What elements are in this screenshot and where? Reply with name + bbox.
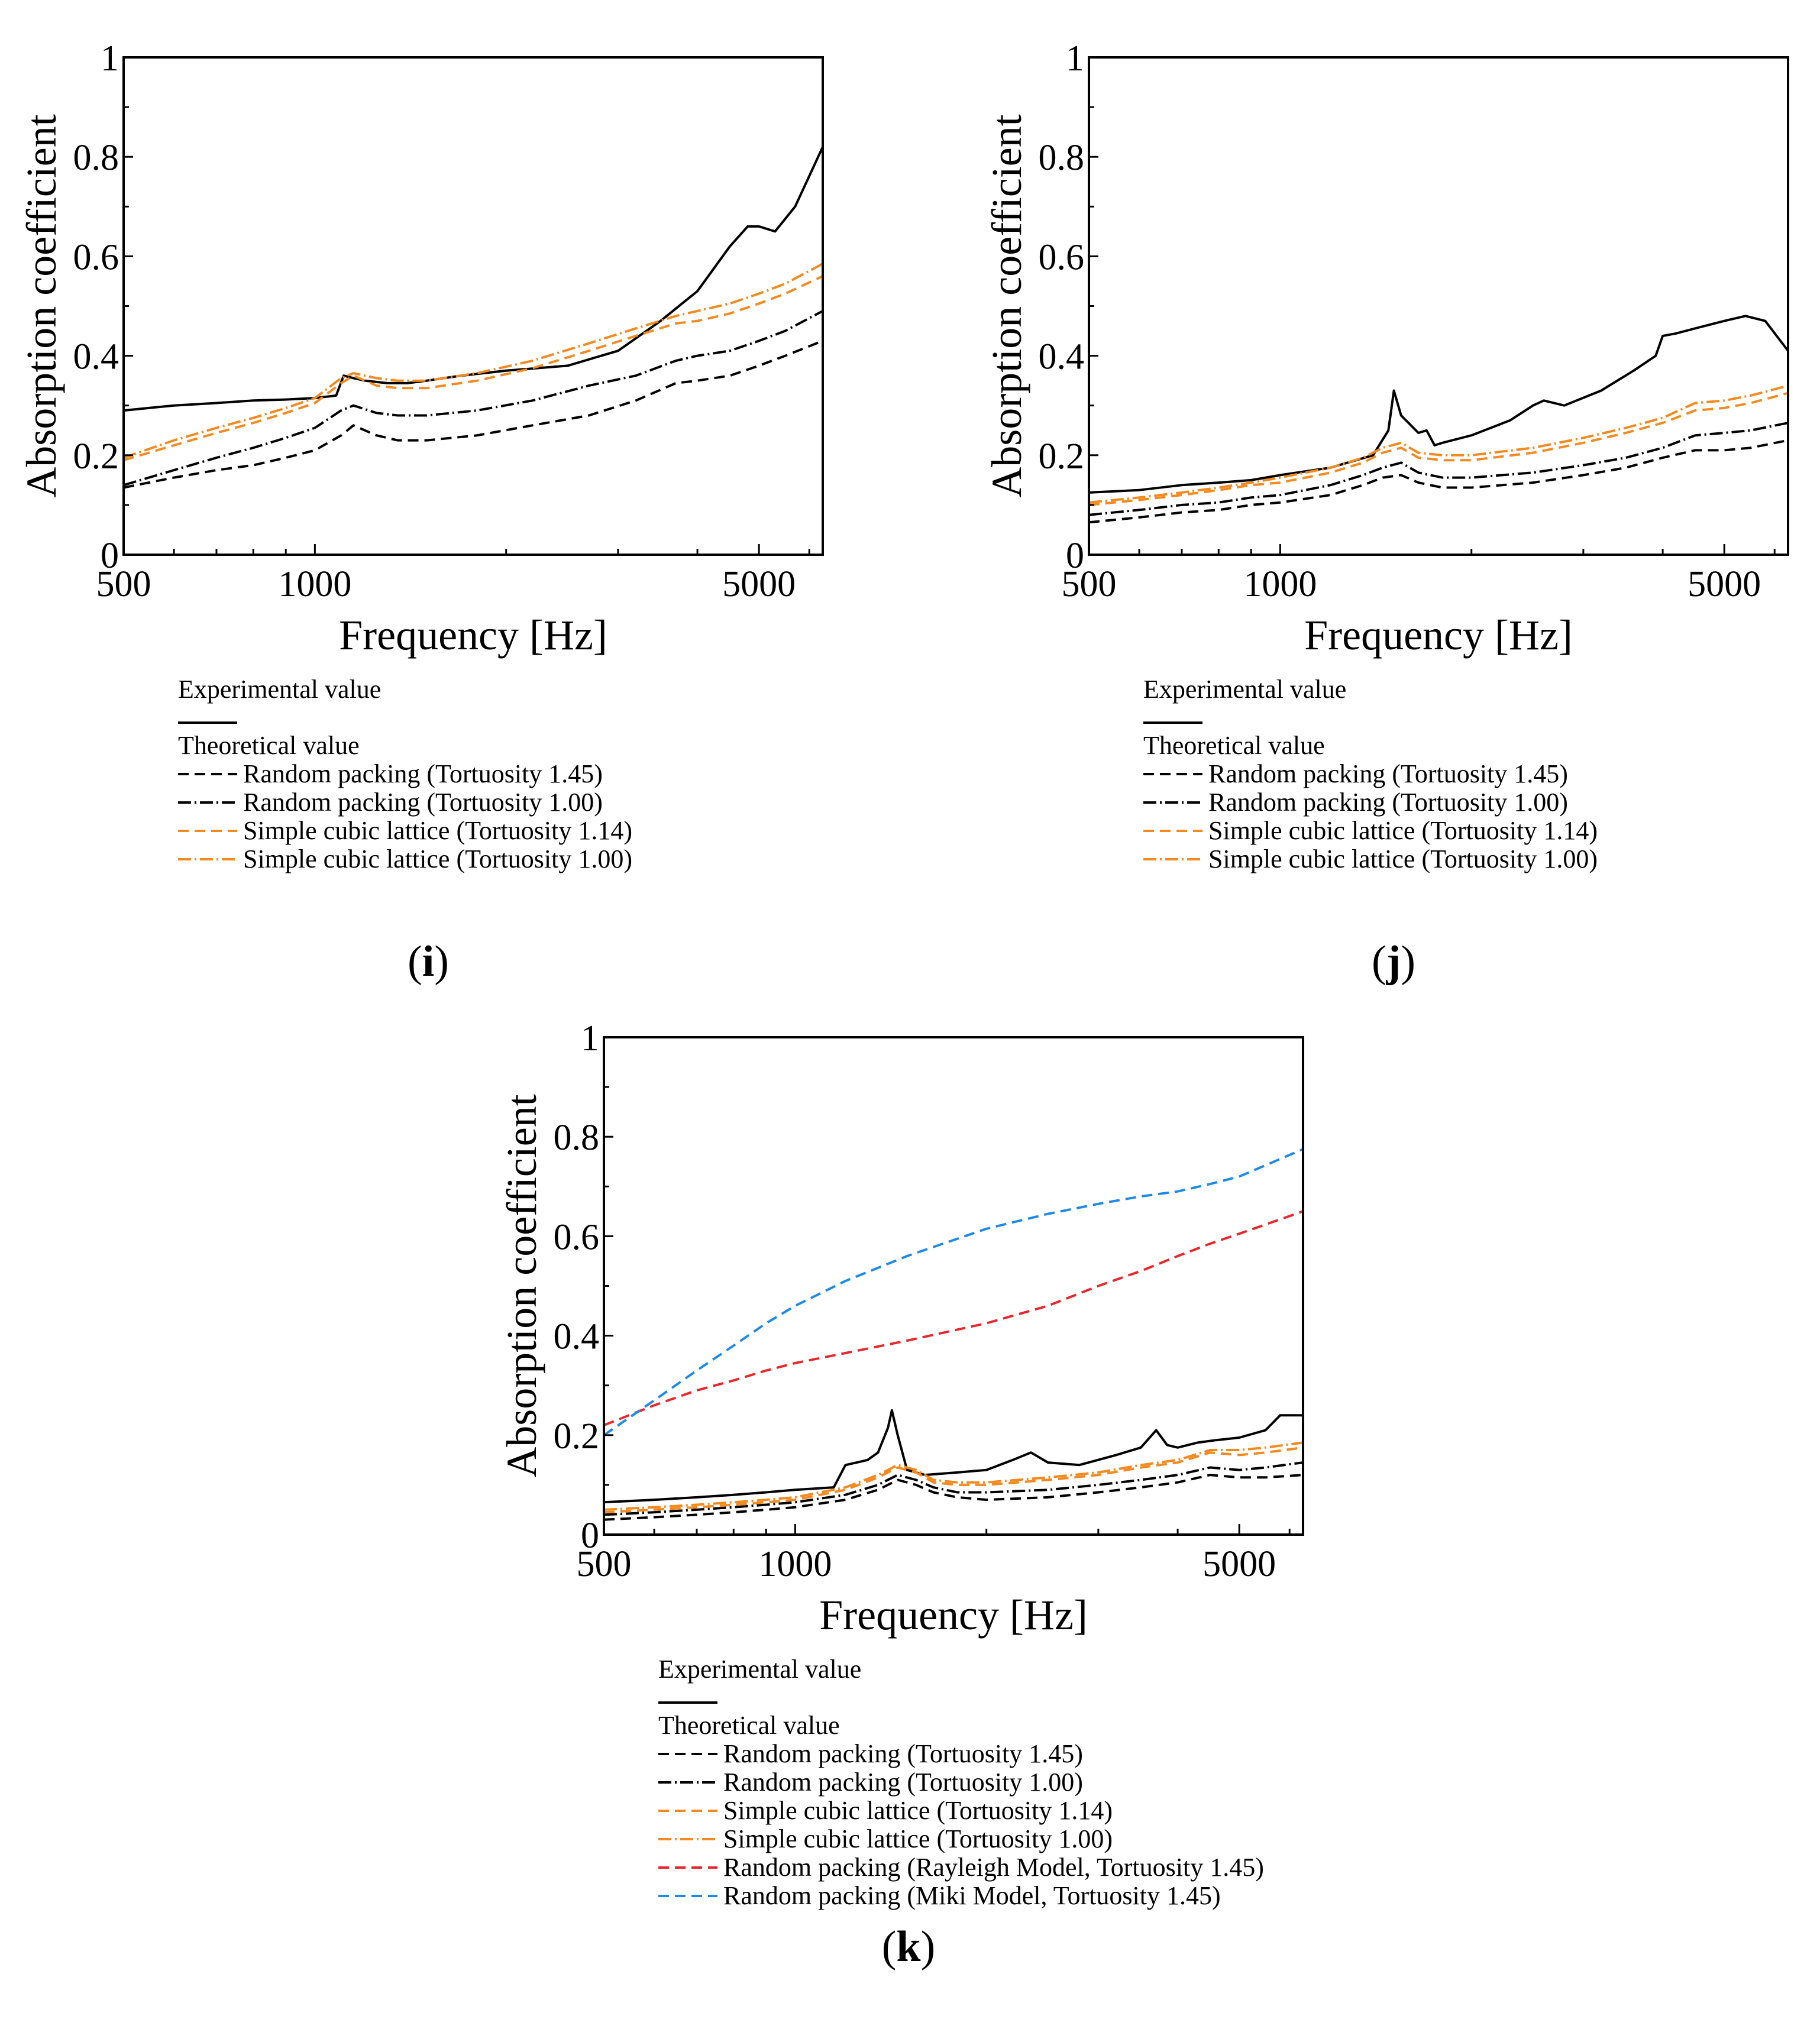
series-line-0 bbox=[1088, 315, 1789, 494]
legend-entry: Random packing (Tortuosity 1.45) bbox=[1208, 759, 1568, 788]
legend-entry: Random packing (Tortuosity 1.45) bbox=[723, 1739, 1083, 1768]
series-line-2 bbox=[1088, 422, 1789, 516]
x-tick-label: 5000 bbox=[1202, 1544, 1276, 1584]
legend-group-theoretical: Theoretical value bbox=[1143, 731, 1325, 760]
y-tick-label: 0.2 bbox=[1039, 436, 1085, 477]
legend-entry: Random packing (Tortuosity 1.00) bbox=[243, 788, 603, 817]
legend-entry: Random packing (Tortuosity 1.00) bbox=[723, 1768, 1083, 1797]
x-axis-label: Frequency [Hz] bbox=[1304, 611, 1573, 659]
y-tick-label: 0.4 bbox=[554, 1317, 600, 1357]
x-tick-label: 1000 bbox=[758, 1544, 832, 1584]
y-tick-label: 0.6 bbox=[554, 1217, 600, 1257]
series-line-5 bbox=[603, 1210, 1304, 1426]
series-line-0 bbox=[603, 1409, 1303, 1504]
legend-group-experimental: Experimental value bbox=[1143, 675, 1346, 704]
series-line-3 bbox=[123, 275, 823, 462]
legend-entry: Simple cubic lattice (Tortuosity 1.14) bbox=[723, 1796, 1113, 1825]
y-tick-label: 0 bbox=[101, 536, 119, 576]
legend-entry: Simple cubic lattice (Tortuosity 1.00) bbox=[723, 1824, 1113, 1853]
legend-group-theoretical: Theoretical value bbox=[178, 731, 360, 760]
y-axis-label: Absorption coefficient bbox=[498, 1094, 545, 1478]
series-line-1 bbox=[1088, 439, 1789, 524]
y-tick-label: 0 bbox=[1066, 536, 1084, 576]
y-tick-label: 1 bbox=[1066, 38, 1084, 79]
y-tick-label: 0.8 bbox=[73, 138, 119, 178]
y-tick-label: 0.2 bbox=[73, 436, 119, 477]
series-line-3 bbox=[1088, 391, 1789, 506]
x-axis-label: Frequency [Hz] bbox=[819, 1591, 1088, 1639]
y-tick-label: 1 bbox=[581, 1018, 599, 1059]
legend-entry: Random packing (Tortuosity 1.00) bbox=[1208, 788, 1568, 817]
series-line-0 bbox=[123, 146, 824, 412]
legend-entry: Random packing (Rayleigh Model, Tortuosi… bbox=[723, 1853, 1264, 1882]
legend-group-theoretical: Theoretical value bbox=[658, 1711, 840, 1740]
series-line-2 bbox=[123, 310, 823, 487]
legend-entry: Simple cubic lattice (Tortuosity 1.14) bbox=[243, 816, 632, 845]
x-tick-label: 5000 bbox=[1688, 564, 1761, 604]
series-line-4 bbox=[603, 1441, 1304, 1511]
y-tick-label: 0 bbox=[581, 1516, 599, 1556]
x-tick-label: 500 bbox=[96, 564, 151, 604]
y-axis-label: Absorption coefficient bbox=[18, 114, 65, 498]
legend-entry: Random packing (Tortuosity 1.45) bbox=[243, 759, 603, 788]
series-line-2 bbox=[603, 1461, 1304, 1516]
x-axis-label: Frequency [Hz] bbox=[339, 611, 607, 659]
plot-frame bbox=[603, 1036, 1304, 1536]
y-tick-label: 0.8 bbox=[1039, 138, 1085, 178]
y-tick-label: 0.6 bbox=[73, 237, 119, 277]
chart-1: 0 0.2 0.4 0.6 0.8 1 500 1000 5000 Frequency [Hz] A… bbox=[983, 38, 1789, 659]
series-line-6 bbox=[603, 1148, 1304, 1436]
x-tick-label: 500 bbox=[577, 1544, 632, 1584]
y-tick-label: 0.4 bbox=[73, 337, 119, 377]
x-tick-label: 1000 bbox=[1243, 564, 1317, 604]
panel-label: (i) bbox=[408, 937, 449, 986]
x-tick-label: 5000 bbox=[722, 564, 796, 604]
y-tick-label: 0.4 bbox=[1039, 337, 1085, 377]
panel-label: (j) bbox=[1372, 937, 1415, 986]
legend-group-experimental: Experimental value bbox=[658, 1655, 861, 1684]
y-tick-label: 0.6 bbox=[1039, 237, 1085, 277]
panel-label: (k) bbox=[882, 1923, 935, 1971]
y-tick-label: 0.2 bbox=[554, 1416, 600, 1457]
legend-entry: Simple cubic lattice (Tortuosity 1.00) bbox=[243, 844, 632, 873]
legend-entry: Random packing (Miki Model, Tortuosity 1… bbox=[723, 1881, 1221, 1910]
y-tick-label: 0.8 bbox=[554, 1118, 600, 1158]
y-tick-label: 1 bbox=[101, 38, 119, 79]
series-line-4 bbox=[1088, 384, 1789, 504]
legend-entry: Simple cubic lattice (Tortuosity 1.00) bbox=[1208, 844, 1598, 873]
y-axis-label: Absorption coefficient bbox=[983, 114, 1030, 498]
series-line-3 bbox=[603, 1446, 1304, 1514]
x-tick-label: 1000 bbox=[278, 564, 351, 604]
legend-group-experimental: Experimental value bbox=[178, 675, 381, 704]
chart-2: 0 0.2 0.4 0.6 0.8 1 500 1000 5000 Frequency [Hz] A… bbox=[498, 1018, 1304, 1639]
plot-frame bbox=[1088, 56, 1789, 556]
series-line-1 bbox=[123, 339, 823, 489]
series-line-1 bbox=[603, 1474, 1304, 1521]
x-tick-label: 500 bbox=[1062, 564, 1117, 604]
chart-0: 0 0.2 0.4 0.6 0.8 1 500 1000 5000 Frequency [Hz] A… bbox=[18, 38, 824, 659]
series-line-4 bbox=[123, 263, 823, 459]
legend-entry: Simple cubic lattice (Tortuosity 1.14) bbox=[1208, 816, 1598, 845]
